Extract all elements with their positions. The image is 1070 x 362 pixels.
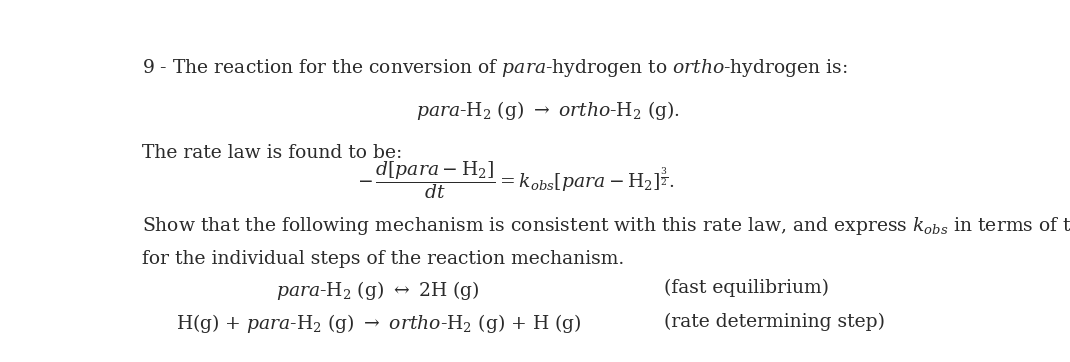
Text: The rate law is found to be:: The rate law is found to be: xyxy=(142,144,402,162)
Text: 9 - The reaction for the conversion of $\mathit{para}$-hydrogen to $\mathit{orth: 9 - The reaction for the conversion of $… xyxy=(142,58,847,79)
Text: Show that the following mechanism is consistent with this rate law, and express : Show that the following mechanism is con… xyxy=(142,215,1070,237)
Text: (rate determining step): (rate determining step) xyxy=(664,312,886,331)
Text: $-\,\dfrac{d[\mathit{para}-\mathrm{H}_2]}{dt} = k_{\mathit{obs}}[\mathit{para}-\: $-\,\dfrac{d[\mathit{para}-\mathrm{H}_2]… xyxy=(356,159,674,201)
Text: $\mathit{para}$-H$_2$ (g) $\leftrightarrow$ 2H (g): $\mathit{para}$-H$_2$ (g) $\leftrightarr… xyxy=(276,279,480,302)
Text: (fast equilibrium): (fast equilibrium) xyxy=(664,279,829,297)
Text: $\mathit{para}$-H$_2$ (g) $\rightarrow$ $\mathit{ortho}$-H$_2$ (g).: $\mathit{para}$-H$_2$ (g) $\rightarrow$ … xyxy=(416,99,681,122)
Text: for the individual steps of the reaction mechanism.: for the individual steps of the reaction… xyxy=(142,250,624,268)
Text: H(g) + $\mathit{para}$-H$_2$ (g) $\rightarrow$ $\mathit{ortho}$-H$_2$ (g) + H (g: H(g) + $\mathit{para}$-H$_2$ (g) $\right… xyxy=(175,312,581,336)
